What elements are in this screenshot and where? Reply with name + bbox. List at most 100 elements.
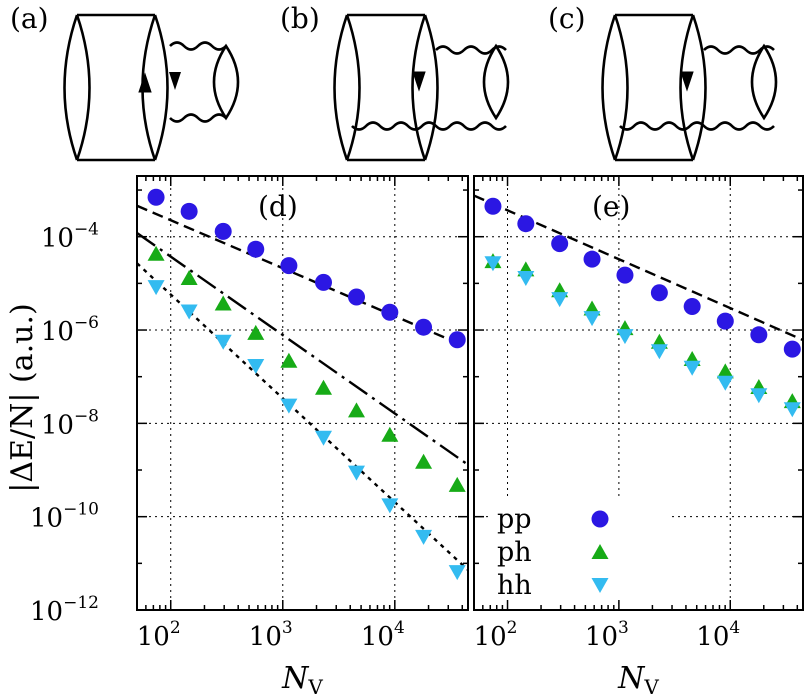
marker-ph	[716, 363, 734, 379]
y-tick-label: 10−12	[30, 593, 99, 627]
marker-pp	[381, 303, 399, 321]
diagram-left-outer-arc	[601, 14, 617, 161]
marker-ph	[415, 453, 433, 469]
marker-hh	[716, 375, 734, 391]
diagram-left-inner-arc	[613, 14, 629, 161]
diagram-right-inner-arc	[691, 14, 707, 161]
marker-pp	[315, 273, 333, 291]
x-tick-label: 104	[361, 618, 405, 652]
y-tick-label: 10−6	[41, 313, 99, 347]
diagram-wavy-bottom	[169, 113, 227, 123]
diagram-b: (b)	[280, 2, 510, 162]
marker-pp	[650, 284, 668, 302]
marker-pp	[347, 288, 365, 306]
legend-background	[490, 500, 668, 600]
x-tick-label: 103	[249, 618, 293, 652]
diagram-left-inner-arc	[345, 14, 361, 161]
marker-ph	[448, 476, 466, 492]
x-tick-label: 102	[474, 618, 518, 652]
marker-ph	[347, 402, 365, 418]
marker-hh	[783, 402, 801, 418]
marker-pp	[616, 266, 634, 284]
marker-hh	[484, 256, 502, 272]
plot-frame	[473, 175, 804, 611]
marker-hh	[315, 430, 333, 446]
marker-pp	[180, 202, 198, 220]
fit-line-dash-dot	[137, 232, 468, 466]
legend-label-pp: pp	[497, 504, 532, 535]
x-axis-label: NV	[281, 661, 323, 694]
diagram-wavy-top	[169, 41, 227, 51]
marker-pp	[517, 215, 535, 233]
marker-hh	[214, 334, 232, 350]
marker-hh	[551, 292, 569, 308]
marker-ph	[214, 295, 232, 311]
diagram-right-outer-arc	[679, 14, 695, 161]
marker-hh	[247, 358, 265, 374]
marker-pp	[783, 340, 801, 358]
marker-hh	[683, 360, 701, 376]
marker-pp	[716, 312, 734, 330]
diagram-wavy-bottom	[619, 121, 775, 131]
marker-pp	[551, 235, 569, 253]
panel-d: (d) 102 103 104 10−4 10−6 10−8 10−10 10−12 NV	[30, 175, 469, 694]
fit-line-dotted	[137, 262, 468, 571]
diagram-c: (c)	[548, 2, 778, 162]
marker-pp	[247, 240, 265, 258]
y-tick-label: 10−4	[41, 220, 99, 254]
fit-line-dashed	[137, 204, 458, 344]
marker-hh	[650, 344, 668, 360]
x-tick-label: 104	[696, 618, 740, 652]
diagram-right-inner-arc	[153, 14, 169, 161]
marker-hh	[583, 311, 601, 327]
marker-pp	[448, 331, 466, 349]
marker-hh	[180, 304, 198, 320]
legend-label-ph: ph	[497, 537, 532, 568]
diagram-right-inner-arc	[423, 14, 439, 161]
marker-ph	[381, 426, 399, 442]
marker-pp	[683, 297, 701, 315]
marker-hh	[280, 398, 298, 414]
diagram-right-outer-arc	[411, 14, 427, 161]
marker-pp	[214, 222, 232, 240]
diagram-bubble	[212, 43, 240, 121]
marker-hh	[750, 388, 768, 404]
marker-pp	[484, 197, 502, 215]
diagram-left-outer-arc	[333, 14, 349, 161]
marker-ph	[315, 379, 333, 395]
plot-frame	[136, 175, 469, 611]
diagrams-row: (a) (b) (c)	[10, 2, 778, 162]
diagram-bubble	[482, 43, 510, 121]
marker-hh	[415, 529, 433, 545]
x-tick-label: 102	[137, 618, 181, 652]
y-tick-label: 10−10	[30, 500, 99, 534]
legend-marker-ph	[591, 544, 609, 559]
marker-pp	[147, 188, 165, 206]
marker-hh	[616, 329, 634, 345]
diagram-arrow-icon	[680, 71, 694, 92]
diagram-label: (c)	[548, 2, 586, 35]
diagram-left-inner-arc	[75, 14, 91, 161]
marker-hh	[381, 498, 399, 514]
marker-hh	[147, 280, 165, 296]
diagram-arrow-icon	[169, 72, 181, 90]
marker-hh	[448, 565, 466, 581]
marker-ph	[147, 245, 165, 261]
panel-label: (d)	[258, 190, 298, 223]
marker-ph	[180, 270, 198, 286]
diagram-arrow-icon	[412, 71, 426, 92]
x-tick-label: 103	[585, 618, 629, 652]
marker-pp	[750, 326, 768, 344]
x-axis-label: NV	[617, 661, 659, 694]
diagram-bubble	[750, 43, 778, 121]
marker-hh	[347, 465, 365, 481]
marker-pp	[415, 318, 433, 336]
marker-hh	[517, 271, 535, 287]
y-tick-label: 10−8	[41, 406, 99, 440]
panel-label: (e)	[592, 190, 630, 223]
marker-ph	[247, 324, 265, 340]
legend-label-hh: hh	[497, 570, 532, 601]
